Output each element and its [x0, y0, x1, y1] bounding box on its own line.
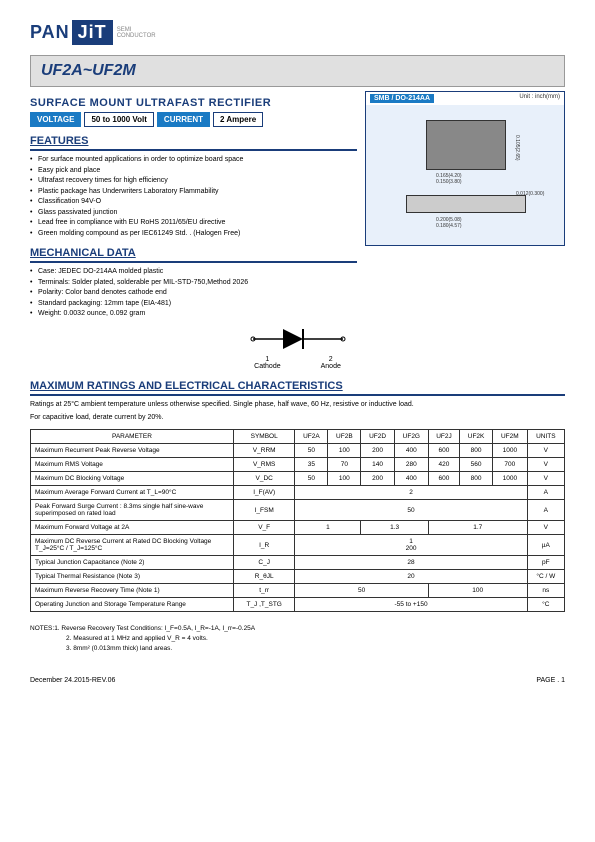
logo: PAN JiT SEMI CONDUCTOR	[30, 20, 565, 45]
list-item: Ultrafast recovery times for high effici…	[30, 176, 357, 187]
list-item: Weight: 0.0032 ounce, 0.092 gram	[30, 309, 357, 320]
table-header: SYMBOL	[233, 430, 295, 444]
table-header: UF2J	[428, 430, 459, 444]
voltage-value-badge: 50 to 1000 Volt	[84, 112, 153, 127]
table-row: Maximum Reverse Recovery Time (Note 1)t_…	[31, 584, 565, 598]
ratings-note1: Ratings at 25°C ambient temperature unle…	[30, 400, 565, 410]
mechanical-heading: MECHANICAL DATA	[30, 247, 357, 263]
package-drawing: SMB / DO-214AA Unit : inch(mm) 0.165(4.2…	[365, 91, 565, 246]
table-row: Typical Junction Capacitance (Note 2)C_J…	[31, 556, 565, 570]
subtitle: SURFACE MOUNT ULTRAFAST RECTIFIER	[30, 97, 357, 109]
package-chip-side	[406, 195, 526, 213]
spec-table: PARAMETERSYMBOLUF2AUF2BUF2DUF2GUF2JUF2KU…	[30, 429, 565, 612]
anode-label: 2Anode	[321, 356, 341, 370]
title-bar: UF2A~UF2M	[30, 55, 565, 87]
table-row: Operating Junction and Storage Temperatu…	[31, 598, 565, 612]
table-header: UNITS	[527, 430, 564, 444]
list-item: Polarity: Color band denotes cathode end	[30, 288, 357, 299]
logo-jit: JiT	[72, 20, 113, 45]
list-item: Glass passivated junction	[30, 208, 357, 219]
table-row: Maximum Recurrent Peak Reverse VoltageV_…	[31, 444, 565, 458]
table-row: Maximum DC Reverse Current at Rated DC B…	[31, 535, 565, 556]
list-item: Standard packaging: 12mm tape (EIA-481)	[30, 299, 357, 310]
note-3: 3. 8mm² (0.013mm thick) land areas.	[30, 644, 565, 654]
list-item: Easy pick and place	[30, 166, 357, 177]
table-row: Typical Thermal Resistance (Note 3)R_θJL…	[31, 570, 565, 584]
footer-date: December 24.2015-REV.06	[30, 677, 115, 684]
cathode-label: 1Cathode	[254, 356, 280, 370]
features-list: For surface mounted applications in orde…	[30, 155, 357, 239]
notes: NOTES:1. Reverse Recovery Test Condition…	[30, 624, 565, 653]
table-row: Peak Forward Surge Current : 8.3ms singl…	[31, 500, 565, 521]
table-header: UF2K	[460, 430, 493, 444]
footer-page: PAGE . 1	[536, 677, 565, 684]
table-row: Maximum Average Forward Current at T_L=9…	[31, 486, 565, 500]
badge-row: VOLTAGE 50 to 1000 Volt CURRENT 2 Ampere	[30, 112, 357, 127]
table-header: UF2D	[361, 430, 394, 444]
table-row: Maximum Forward Voltage at 2AV_F11.31.7V	[31, 521, 565, 535]
list-item: Lead free in compliance with EU RoHS 201…	[30, 218, 357, 229]
logo-subtitle: SEMI CONDUCTOR	[117, 27, 156, 39]
current-value-badge: 2 Ampere	[213, 112, 263, 127]
list-item: Classification 94V-O	[30, 197, 357, 208]
part-title: UF2A~UF2M	[41, 62, 554, 80]
table-header: UF2M	[493, 430, 528, 444]
ratings-note2: For capacitive load, derate current by 2…	[30, 413, 565, 423]
list-item: Green molding compound as per IEC61249 S…	[30, 229, 357, 240]
table-header: PARAMETER	[31, 430, 234, 444]
logo-pan: PAN	[30, 22, 70, 43]
features-heading: FEATURES	[30, 135, 357, 151]
package-chip-top	[426, 120, 506, 170]
package-name: SMB / DO-214AA	[370, 94, 434, 103]
diode-symbol: 1Cathode 2Anode	[30, 324, 565, 370]
note-2: 2. Measured at 1 MHz and applied V_R = 4…	[30, 634, 565, 644]
table-row: Maximum RMS VoltageV_RMS3570140280420560…	[31, 458, 565, 472]
maxratings-heading: MAXIMUM RATINGS AND ELECTRICAL CHARACTER…	[30, 380, 565, 396]
mechanical-list: Case: JEDEC DO-214AA molded plasticTermi…	[30, 267, 357, 320]
list-item: Plastic package has Underwriters Laborat…	[30, 187, 357, 198]
table-header: UF2G	[394, 430, 428, 444]
current-label-badge: CURRENT	[157, 112, 210, 127]
table-header: UF2B	[328, 430, 361, 444]
list-item: Case: JEDEC DO-214AA molded plastic	[30, 267, 357, 278]
package-units: Unit : inch(mm)	[519, 94, 560, 103]
voltage-label-badge: VOLTAGE	[30, 112, 81, 127]
table-row: Maximum DC Blocking VoltageV_DC501002004…	[31, 472, 565, 486]
list-item: For surface mounted applications in orde…	[30, 155, 357, 166]
note-1: NOTES:1. Reverse Recovery Test Condition…	[30, 624, 565, 634]
list-item: Terminals: Solder plated, solderable per…	[30, 278, 357, 289]
footer: December 24.2015-REV.06 PAGE . 1	[30, 673, 565, 684]
table-header: UF2A	[295, 430, 328, 444]
